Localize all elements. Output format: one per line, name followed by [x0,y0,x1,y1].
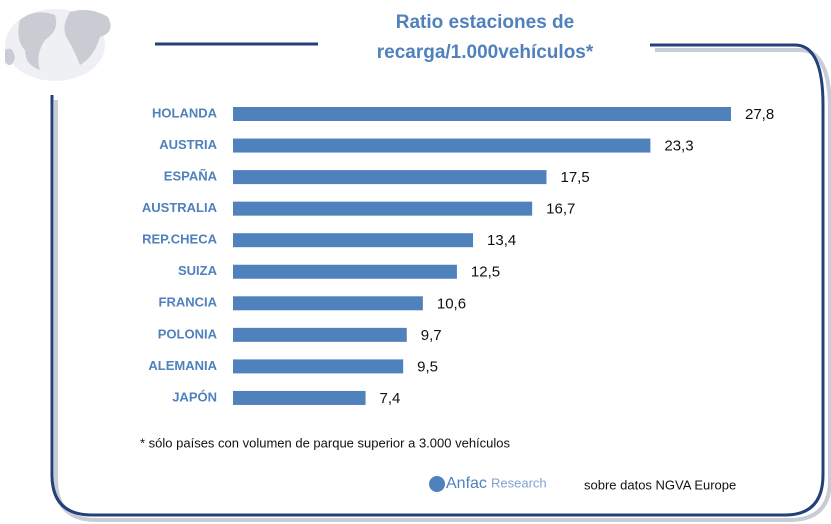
value-label: 12,5 [471,264,500,281]
logo-name: Anfac [446,475,487,492]
bar [233,264,457,279]
value-label: 27,8 [745,106,774,123]
category-label: REP.CHECA [142,232,218,247]
bar [233,327,407,342]
category-label: ESPAÑA [164,169,218,184]
value-label: 17,5 [560,169,589,186]
value-label: 13,4 [487,232,516,249]
footnote: * sólo países con volumen de parque supe… [140,435,511,450]
category-label: FRANCIA [159,295,218,310]
category-label: HOLANDA [152,105,218,120]
value-label: 7,4 [380,390,401,407]
value-label: 23,3 [664,138,693,155]
category-label: POLONIA [158,326,218,341]
value-label: 16,7 [546,201,575,218]
value-label: 10,6 [437,295,466,312]
frame [50,43,825,517]
category-label: SUIZA [178,263,218,278]
category-label: AUSTRIA [159,137,217,152]
bar [233,138,651,153]
category-label: AUSTRALIA [142,200,218,215]
globe-icon [5,9,111,81]
value-label: 9,5 [417,358,438,375]
category-label: JAPÓN [172,389,217,404]
source: sobre datos NGVA Europe [584,477,736,492]
bar [233,107,731,121]
bar [233,390,366,405]
bar [233,170,547,185]
logo: Anfac Research [429,475,547,492]
category-label: ALEMANIA [148,358,217,373]
chart-title: Ratio estaciones de recarga/1.000vehícul… [376,12,594,63]
bar [233,201,533,216]
bar [233,359,404,374]
bar [233,233,474,248]
value-label: 9,7 [421,327,442,344]
logo-sub: Research [491,475,547,490]
bar [233,296,423,311]
